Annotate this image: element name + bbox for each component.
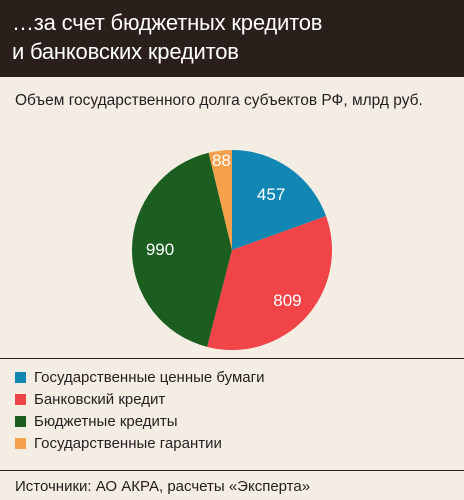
legend-swatch — [15, 415, 26, 427]
slice-value-label: 990 — [146, 240, 174, 259]
legend-item: Государственные гарантии — [0, 432, 464, 454]
chart-header: …за счет бюджетных кредитов и банковских… — [0, 0, 464, 77]
slice-value-label: 457 — [257, 185, 285, 204]
legend-label: Государственные ценные бумаги — [34, 368, 265, 386]
pie-slice — [208, 150, 232, 250]
slice-value-label: 809 — [273, 291, 301, 310]
legend-item: Бюджетные кредиты — [0, 410, 464, 432]
slice-value-label: 88 — [212, 151, 231, 170]
source-note: Источники: АО АКРА, расчеты «Эксперта» — [0, 470, 464, 500]
pie-slice — [207, 216, 332, 350]
legend-item: Банковский кредит — [0, 388, 464, 410]
legend-swatch — [15, 393, 26, 405]
legend-item: Государственные ценные бумаги — [0, 366, 464, 388]
legend-label: Государственные гарантии — [34, 434, 222, 452]
chart-title: Объем государственного долга субъектов Р… — [15, 92, 423, 109]
header-title-line-2: и банковских кредитов — [12, 39, 239, 64]
legend-swatch — [15, 437, 26, 449]
legend-label: Банковский кредит — [34, 390, 166, 408]
header-title-line-1: …за счет бюджетных кредитов — [12, 10, 323, 35]
pie-slice — [232, 150, 327, 250]
pie-slice — [132, 152, 232, 347]
legend-swatch — [15, 371, 26, 383]
legend-label: Бюджетные кредиты — [34, 412, 178, 430]
legend: Государственные ценные бумаги Банковский… — [0, 358, 464, 454]
